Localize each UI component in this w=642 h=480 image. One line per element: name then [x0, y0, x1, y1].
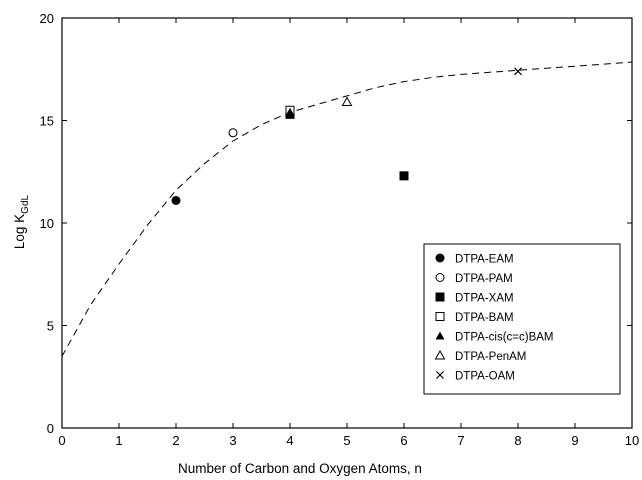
fit-curve — [61, 61, 633, 357]
y-tick-label: 5 — [47, 319, 54, 334]
legend-label-dtpa-xam: DTPA-XAM — [455, 293, 514, 305]
x-tick-label: 3 — [229, 433, 236, 448]
legend-label-dtpa-pam: DTPA-PAM — [455, 273, 513, 285]
legend-label-dtpa-eam: DTPA-EAM — [455, 254, 514, 266]
y-axis-label-main: Log K — [12, 214, 27, 249]
legend-box — [423, 243, 621, 395]
x-tick-label: 10 — [625, 433, 639, 448]
legend-label-dtpa-bam: DTPA-BAM — [455, 312, 514, 324]
x-tick-label: 1 — [115, 433, 122, 448]
data-point-dtpa-pam — [228, 128, 238, 138]
legend-marker-dtpa-xam — [435, 292, 445, 302]
x-axis-ticks: 0 1 2 3 4 5 6 7 8 9 10 — [58, 18, 639, 448]
data-point-dtpa-xam — [399, 171, 409, 181]
legend-label-dtpa-oam: DTPA-OAM — [455, 371, 515, 383]
x-tick-label: 9 — [571, 433, 578, 448]
legend-marker-dtpa-eam — [435, 253, 445, 263]
data-point-dtpa-cis-c-c-bam — [285, 107, 295, 116]
legend: DTPA-EAM DTPA-PAM DTPA-XAM DTPA-BAM DTPA-cis… — [423, 243, 621, 395]
legend-marker-dtpa-penam — [434, 349, 446, 360]
legend-marker-dtpa-pam — [435, 273, 445, 282]
legend-marker-dtpa-cis-c-c-bam — [435, 331, 445, 340]
y-axis-label: Log KGdL — [12, 194, 31, 249]
y-tick-label: 10 — [40, 216, 54, 231]
x-tick-label: 5 — [343, 433, 350, 448]
y-axis-label-subscript: GdL — [20, 194, 31, 213]
y-tick-label: 20 — [40, 11, 54, 26]
legend-label-dtpa-cis-c-c-bam: DTPA-cis(c=c)BAM — [455, 332, 554, 344]
x-axis-label: Number of Carbon and Oxygen Atoms, n — [178, 461, 422, 476]
data-point-dtpa-penam — [341, 96, 353, 107]
data-point-dtpa-eam — [171, 195, 181, 205]
legend-label-dtpa-penam: DTPA-PenAM — [455, 351, 526, 363]
x-tick-label: 6 — [400, 433, 407, 448]
legend-marker-dtpa-oam — [436, 371, 444, 379]
y-tick-label: 0 — [47, 421, 54, 436]
data-point-dtpa-oam — [514, 67, 522, 76]
x-tick-label: 4 — [286, 433, 293, 448]
legend-marker-dtpa-bam — [435, 312, 445, 321]
y-axis-ticks: 0 5 10 15 20 — [40, 11, 632, 436]
data-points — [171, 67, 522, 205]
x-tick-label: 0 — [58, 433, 65, 448]
legend-entries: DTPA-EAM DTPA-PAM DTPA-XAM DTPA-BAM DTPA-cis… — [434, 253, 554, 383]
x-tick-label: 7 — [457, 433, 464, 448]
y-tick-label: 15 — [40, 114, 54, 129]
x-tick-label: 8 — [514, 433, 521, 448]
x-tick-label: 2 — [172, 433, 179, 448]
